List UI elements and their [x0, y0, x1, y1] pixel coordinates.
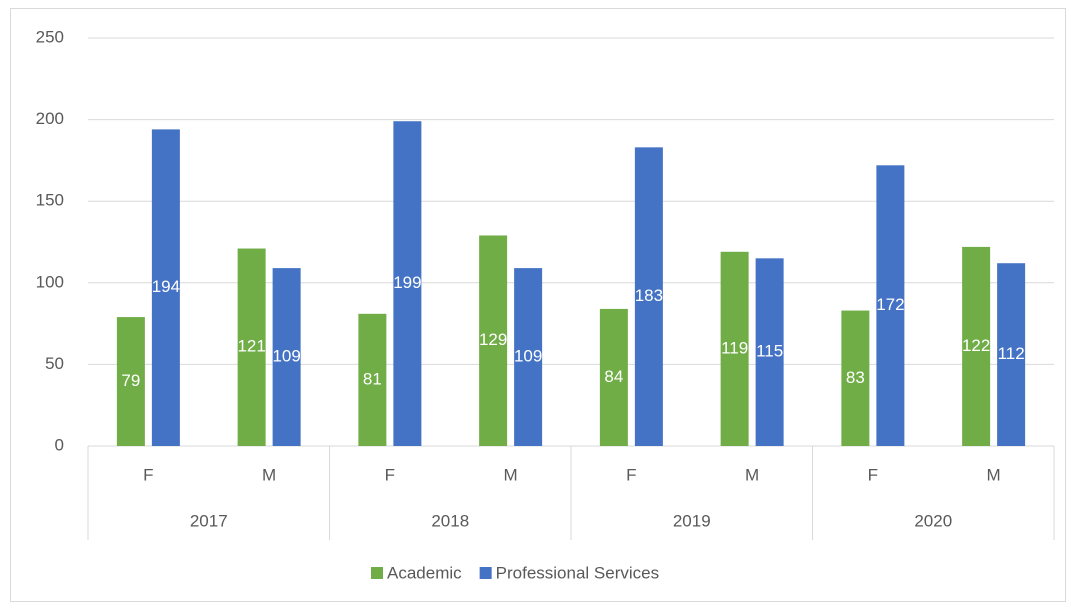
x-tick-label: M: [504, 465, 518, 484]
bar: [237, 248, 266, 446]
bar: [634, 147, 663, 446]
y-tick-label: 200: [36, 109, 64, 128]
data-label: 172: [876, 295, 904, 314]
data-label: 119: [721, 338, 748, 357]
bar: [358, 313, 387, 446]
legend-label: Academic: [387, 563, 462, 582]
data-label: 81: [363, 369, 382, 388]
bar: [876, 165, 905, 446]
data-label: 109: [272, 347, 300, 366]
bar: [841, 310, 870, 446]
x-tick-label: F: [385, 465, 395, 484]
data-label: 79: [121, 371, 140, 390]
data-label: 129: [479, 330, 507, 349]
y-tick-label: 150: [36, 191, 64, 210]
data-label: 183: [635, 286, 663, 305]
data-label: 121: [237, 337, 265, 356]
bar: [116, 317, 145, 446]
x-tick-label: F: [143, 465, 153, 484]
bar: [514, 268, 543, 446]
bar: [151, 129, 180, 446]
data-label: 112: [998, 344, 1025, 363]
data-label: 83: [846, 368, 865, 387]
bar: [393, 121, 422, 447]
group-label: 2020: [914, 511, 952, 530]
x-tick-label: M: [987, 465, 1001, 484]
group-label: 2018: [431, 511, 469, 530]
group-label: 2017: [190, 511, 228, 530]
x-tick-label: M: [262, 465, 276, 484]
bar: [720, 251, 749, 446]
x-tick-label: M: [745, 465, 759, 484]
legend-label: Professional Services: [496, 563, 659, 582]
bar: [997, 263, 1026, 446]
data-label: 199: [393, 273, 421, 292]
x-tick-label: F: [868, 465, 878, 484]
y-tick-label: 100: [36, 272, 64, 291]
legend-swatch: [479, 567, 492, 579]
y-tick-label: 250: [36, 27, 64, 46]
data-label: 122: [962, 336, 990, 355]
data-label: 115: [756, 342, 783, 361]
bar: [272, 268, 301, 446]
data-label: 84: [604, 367, 623, 386]
y-tick-label: 50: [45, 354, 64, 373]
bar: [479, 235, 508, 446]
group-label: 2019: [673, 511, 711, 530]
y-tick-label: 0: [55, 435, 64, 454]
legend-swatch: [371, 567, 383, 579]
data-label: 109: [514, 347, 542, 366]
data-label: 194: [152, 277, 180, 296]
bar: [962, 246, 991, 446]
x-tick-label: F: [626, 465, 636, 484]
bar: [599, 308, 628, 446]
bar: [755, 258, 784, 446]
